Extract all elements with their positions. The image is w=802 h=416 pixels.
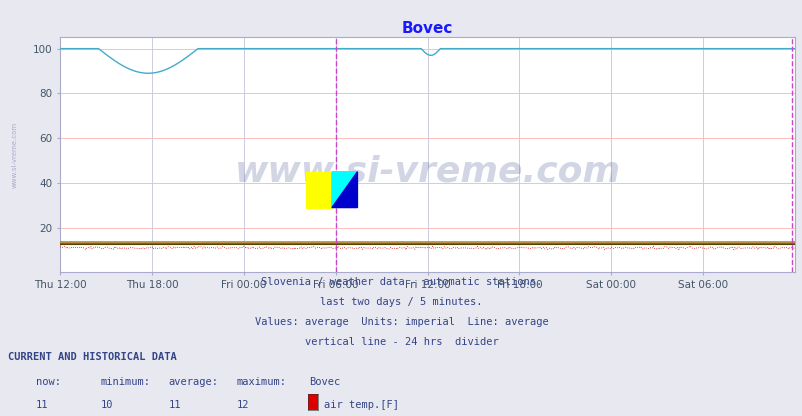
Text: now:: now:: [36, 377, 61, 387]
Text: Bovec: Bovec: [309, 377, 340, 387]
Text: 11: 11: [168, 400, 181, 410]
Text: CURRENT AND HISTORICAL DATA: CURRENT AND HISTORICAL DATA: [8, 352, 176, 362]
Text: www.si-vreme.com: www.si-vreme.com: [234, 154, 620, 188]
Title: Bovec: Bovec: [402, 21, 452, 36]
Text: maximum:: maximum:: [237, 377, 286, 387]
Text: average:: average:: [168, 377, 218, 387]
Text: air temp.[F]: air temp.[F]: [323, 400, 398, 410]
Text: last two days / 5 minutes.: last two days / 5 minutes.: [320, 297, 482, 307]
Polygon shape: [331, 172, 357, 208]
Text: minimum:: minimum:: [100, 377, 150, 387]
Text: 11: 11: [36, 400, 49, 410]
Text: 10: 10: [100, 400, 113, 410]
Text: www.si-vreme.com: www.si-vreme.com: [12, 122, 18, 188]
Text: vertical line - 24 hrs  divider: vertical line - 24 hrs divider: [304, 337, 498, 347]
Text: Slovenia / weather data - automatic stations.: Slovenia / weather data - automatic stat…: [261, 277, 541, 287]
Text: 12: 12: [237, 400, 249, 410]
Bar: [306, 172, 331, 208]
Polygon shape: [331, 172, 357, 208]
Text: Values: average  Units: imperial  Line: average: Values: average Units: imperial Line: av…: [254, 317, 548, 327]
